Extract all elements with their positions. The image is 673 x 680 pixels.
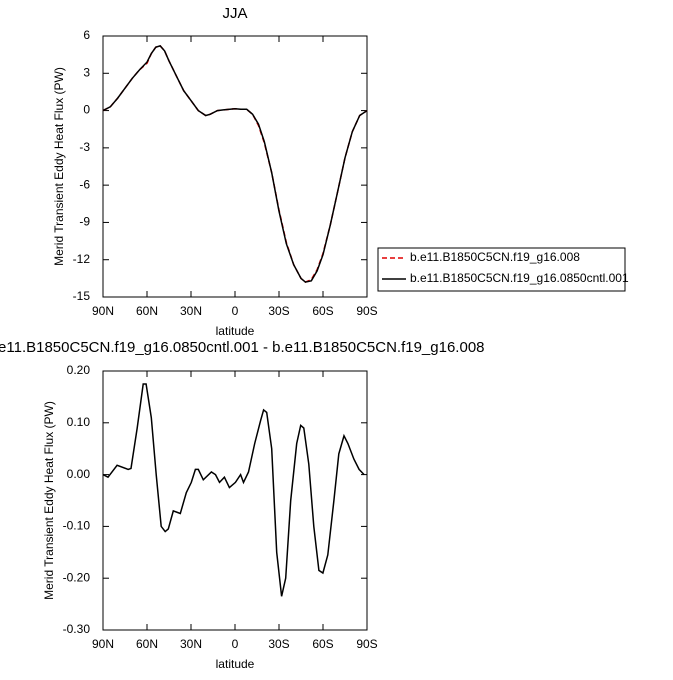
y-tick-label: 6 [83, 28, 90, 42]
y-tick-label: 0.00 [67, 467, 91, 481]
data-line [102, 383, 365, 597]
x-tick-label: 30N [180, 637, 202, 651]
x-tick-label: 30N [180, 304, 202, 318]
y-tick-label: -0.30 [63, 622, 91, 636]
y-tick-label: -6 [79, 177, 90, 191]
y-tick-label: 0.10 [67, 415, 91, 429]
y-tick-label: -0.20 [63, 570, 91, 584]
x-tick-label: 30S [268, 304, 289, 318]
legend-label: b.e11.B1850C5CN.f19_g16.008 [410, 250, 580, 264]
x-tick-label: 90S [356, 637, 377, 651]
x-tick-label: 60S [312, 637, 333, 651]
plot-frame [102, 370, 368, 631]
x-tick-label: 90N [92, 304, 114, 318]
y-tick-label: 0 [83, 103, 90, 117]
legend-label: b.e11.B1850C5CN.f19_g16.0850cntl.001 [410, 271, 629, 285]
x-tick-label: 0 [232, 637, 239, 651]
x-tick-label: 60N [136, 637, 158, 651]
y-tick-label: 3 [83, 65, 90, 79]
x-axis-label: latitude [216, 657, 255, 671]
y-tick-label: -12 [73, 252, 91, 266]
legend-box [377, 247, 626, 292]
y-axis-label: Merid Transient Eddy Heat Flux (PW) [52, 67, 66, 266]
plot-frame [102, 35, 368, 298]
y-tick-label: -3 [79, 140, 90, 154]
x-tick-label: 90S [356, 304, 377, 318]
y-axis-label: Merid Transient Eddy Heat Flux (PW) [42, 401, 56, 600]
chart-title: JJA [222, 5, 247, 22]
data-line [102, 45, 368, 283]
y-tick-label: -15 [73, 289, 91, 303]
y-tick-label: 0.20 [67, 363, 91, 377]
x-axis-label: latitude [216, 324, 255, 338]
y-tick-label: -0.10 [63, 519, 91, 533]
data-line [102, 45, 368, 283]
x-tick-label: 60S [312, 304, 333, 318]
x-tick-label: 60N [136, 304, 158, 318]
x-tick-label: 0 [232, 304, 239, 318]
chart-title: b.e11.B1850C5CN.f19_g16.0850cntl.001 - b… [0, 339, 484, 356]
x-tick-label: 90N [92, 637, 114, 651]
x-tick-label: 30S [268, 637, 289, 651]
y-tick-label: -9 [79, 215, 90, 229]
